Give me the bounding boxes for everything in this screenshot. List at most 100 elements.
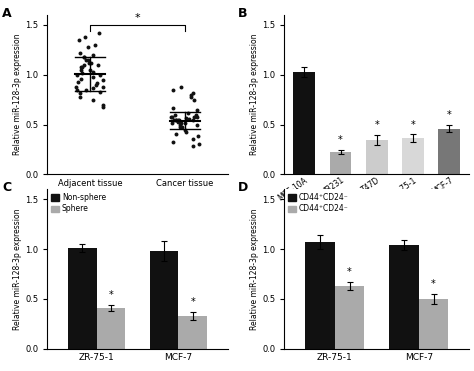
Point <box>192 112 200 118</box>
Text: *: * <box>374 121 379 131</box>
Point <box>85 60 92 66</box>
Point <box>181 119 189 125</box>
Point <box>77 67 85 73</box>
Point <box>89 85 97 91</box>
Point <box>170 116 178 122</box>
Bar <box>330 152 351 174</box>
Text: A: A <box>2 7 12 20</box>
Point <box>93 80 100 86</box>
Point <box>193 106 201 112</box>
Point <box>75 37 82 43</box>
Text: *: * <box>410 119 415 129</box>
Point <box>99 102 107 108</box>
Point <box>82 57 90 63</box>
Bar <box>366 141 388 174</box>
Text: *: * <box>347 267 352 277</box>
Point <box>76 93 84 99</box>
Point <box>172 131 180 137</box>
Bar <box>335 286 364 349</box>
Point <box>173 116 180 122</box>
Point <box>73 84 80 90</box>
Point <box>168 119 176 125</box>
Point <box>100 77 107 83</box>
Legend: Non-sphere, Sphere: Non-sphere, Sphere <box>51 193 106 213</box>
Text: *: * <box>135 13 140 23</box>
Point <box>174 119 182 125</box>
Bar <box>438 128 460 174</box>
Point <box>182 127 189 132</box>
Point <box>186 115 193 121</box>
Legend: CD44⁺CD24⁻, CD44⁺CD24⁻: CD44⁺CD24⁻, CD44⁺CD24⁻ <box>288 193 349 213</box>
Point <box>173 116 180 122</box>
Point <box>100 104 107 109</box>
Point <box>97 89 104 95</box>
Text: *: * <box>447 109 452 119</box>
Point <box>92 82 100 88</box>
Point <box>169 87 176 93</box>
Point <box>177 119 184 125</box>
Point <box>73 87 81 93</box>
Point <box>167 114 174 119</box>
Point <box>76 50 83 56</box>
Bar <box>68 248 97 349</box>
Text: D: D <box>238 181 248 194</box>
Point <box>191 114 198 119</box>
Point <box>76 90 84 96</box>
Text: *: * <box>191 297 195 307</box>
Point <box>94 62 102 68</box>
Bar <box>305 242 335 349</box>
Point <box>78 64 85 70</box>
Point <box>80 54 88 60</box>
Point <box>189 144 196 150</box>
Point <box>195 141 202 147</box>
Bar <box>390 245 419 349</box>
Point <box>176 122 184 128</box>
Point <box>193 114 201 119</box>
Y-axis label: Relative miR-128-3p expression: Relative miR-128-3p expression <box>13 208 22 330</box>
Point <box>84 57 92 63</box>
Point <box>99 84 107 90</box>
Point <box>77 64 85 70</box>
Point <box>174 116 182 122</box>
Point <box>95 30 103 36</box>
Point <box>91 42 99 48</box>
Point <box>182 115 190 121</box>
Bar <box>150 251 178 349</box>
Point <box>81 62 88 68</box>
Point <box>77 76 84 82</box>
Point <box>194 134 202 139</box>
Point <box>177 84 185 90</box>
Point <box>189 90 196 96</box>
Y-axis label: Relative miR-128-3p expression: Relative miR-128-3p expression <box>250 34 259 155</box>
Point <box>168 114 175 119</box>
Bar <box>178 316 207 349</box>
Point <box>190 96 198 102</box>
Bar <box>293 72 315 174</box>
Point <box>90 52 97 58</box>
Point <box>171 112 178 118</box>
Text: B: B <box>238 7 248 20</box>
Point <box>73 72 81 78</box>
Point <box>78 70 86 76</box>
Point <box>188 92 195 98</box>
Point <box>87 60 94 66</box>
Point <box>178 124 185 129</box>
Bar <box>402 138 424 174</box>
Point <box>169 139 176 145</box>
Text: C: C <box>2 181 11 194</box>
Point <box>89 69 97 75</box>
Point <box>189 116 197 122</box>
Point <box>182 129 190 135</box>
Point <box>84 44 92 50</box>
Point <box>74 79 82 85</box>
Point <box>96 72 103 78</box>
Y-axis label: Relative miR-128-3p expression: Relative miR-128-3p expression <box>13 34 22 155</box>
Point <box>81 34 88 40</box>
Point <box>184 109 191 115</box>
Point <box>190 137 197 142</box>
Point <box>89 96 97 102</box>
Text: *: * <box>109 290 113 300</box>
Point <box>169 105 177 111</box>
Point <box>175 116 182 122</box>
Point <box>87 67 94 73</box>
